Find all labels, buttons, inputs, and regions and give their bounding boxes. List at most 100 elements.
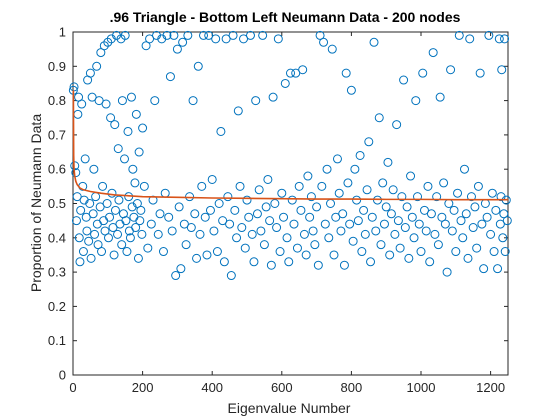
data-point <box>81 212 91 222</box>
data-point <box>399 75 409 85</box>
data-point <box>310 240 320 250</box>
data-point <box>82 226 92 236</box>
data-point <box>235 181 245 191</box>
data-point <box>242 195 252 205</box>
data-point <box>102 199 112 208</box>
data-point <box>192 253 202 263</box>
data-point <box>336 226 346 236</box>
x-tick-label: 800 <box>341 380 363 395</box>
data-point <box>160 188 170 198</box>
data-point <box>419 205 429 215</box>
data-point <box>350 164 360 174</box>
data-point <box>110 120 120 130</box>
data-point <box>228 30 238 40</box>
data-point <box>85 199 95 208</box>
data-point <box>273 34 283 44</box>
data-point <box>74 233 84 243</box>
data-point <box>473 181 483 191</box>
data-point <box>146 219 156 229</box>
data-point <box>120 154 130 164</box>
data-point <box>292 243 302 253</box>
data-point <box>298 65 308 75</box>
data-point <box>386 209 396 219</box>
data-point <box>275 247 285 257</box>
data-point <box>404 253 414 263</box>
data-point <box>428 48 438 58</box>
chart-title: .96 Triangle - Bottom Left Neumann Data … <box>110 9 461 25</box>
data-point <box>121 216 131 226</box>
data-point <box>209 226 219 236</box>
data-point <box>395 243 405 253</box>
data-point <box>98 181 108 191</box>
data-point <box>339 260 349 270</box>
data-point <box>418 68 428 78</box>
data-point <box>197 181 207 191</box>
data-point <box>78 247 88 257</box>
data-point <box>466 192 476 202</box>
data-point <box>414 219 424 229</box>
data-point <box>322 164 332 174</box>
data-point <box>87 92 97 102</box>
data-point <box>279 212 289 222</box>
x-tick-label: 1000 <box>407 380 436 395</box>
data-point <box>470 202 480 212</box>
data-point <box>212 247 222 257</box>
data-point <box>454 30 464 40</box>
data-point <box>499 209 509 219</box>
data-point <box>131 223 141 233</box>
y-tick-label: 0.6 <box>48 162 66 177</box>
data-point <box>463 253 473 263</box>
data-point <box>367 212 377 222</box>
data-point <box>214 199 224 208</box>
data-point <box>397 192 407 202</box>
data-point <box>435 92 445 102</box>
data-point <box>332 154 342 164</box>
data-point <box>357 247 367 257</box>
y-tick-label: 0.1 <box>48 333 66 348</box>
data-point <box>193 61 203 71</box>
data-point <box>256 226 266 236</box>
data-point <box>91 192 101 202</box>
data-point <box>341 68 351 78</box>
data-point <box>172 44 182 54</box>
data-point <box>123 126 133 136</box>
data-point <box>251 96 261 106</box>
data-point <box>167 226 177 236</box>
data-point <box>126 92 136 102</box>
data-point <box>101 99 111 109</box>
data-point <box>97 247 107 257</box>
data-point <box>205 205 215 215</box>
data-point <box>162 30 172 40</box>
data-point <box>364 137 374 147</box>
data-point <box>366 257 376 267</box>
data-point <box>453 188 463 198</box>
data-point <box>89 164 99 174</box>
data-point <box>502 216 512 226</box>
y-tick-label: 0.7 <box>48 127 66 142</box>
data-point <box>112 30 121 40</box>
data-point <box>477 219 487 229</box>
data-point <box>218 216 228 226</box>
data-point <box>400 223 410 233</box>
data-point <box>225 219 235 229</box>
data-point <box>233 106 243 116</box>
data-point <box>306 192 316 202</box>
data-point <box>244 212 254 222</box>
data-point <box>437 212 447 222</box>
data-point <box>353 216 363 226</box>
x-tick-label: 1200 <box>476 380 505 395</box>
data-point <box>108 223 118 233</box>
data-point <box>128 164 138 174</box>
data-point <box>195 229 205 239</box>
data-point <box>95 202 105 212</box>
data-point <box>179 219 189 229</box>
data-point <box>385 250 395 260</box>
data-point <box>447 226 457 236</box>
data-point <box>475 68 485 78</box>
data-point <box>312 202 322 212</box>
data-point <box>432 192 442 202</box>
data-point <box>265 216 275 226</box>
data-point <box>287 195 297 205</box>
data-point <box>294 181 304 191</box>
data-point <box>495 219 505 229</box>
